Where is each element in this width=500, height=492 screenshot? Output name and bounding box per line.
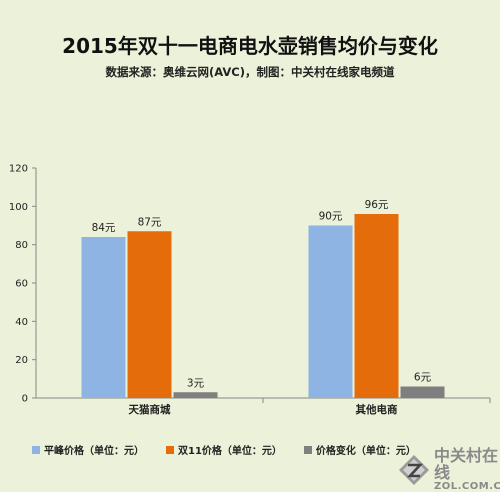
y-tick-label: 40 [15,317,28,328]
bar-0-1 [308,225,353,398]
legend-swatch-series-1 [166,445,174,454]
legend-item-series-1: 双11价格（单位：元） [166,442,282,457]
y-tick-label: 100 [9,202,28,213]
watermark-text-en: ZOL.COM.CN [434,480,500,492]
chart-subtitle: 数据来源：奥维云网(AVC)，制图：中关村在线家电频道 [105,65,395,79]
bar-2-0 [173,392,218,398]
y-tick-label: 0 [22,394,28,405]
y-tick-label: 80 [15,240,28,251]
bar-1-0 [127,231,172,398]
data-label: 90元 [319,211,343,223]
legend: 平峰价格（单位：元） 双11价格（单位：元） 价格变化（单位：元） [32,442,416,457]
y-tick-label: 120 [9,164,28,175]
legend-swatch-series-0 [32,445,40,454]
chart-title: 2015年双十一电商电水壶销售均价与变化 [62,34,438,58]
x-category-label: 其他电商 [356,403,398,416]
data-label: 96元 [365,199,389,211]
watermark-text-cn: 中关村在线 [434,446,499,482]
bar-1-1 [354,214,399,398]
legend-label-series-0: 平峰价格（单位：元） [44,446,144,457]
legend-label-series-1: 双11价格（单位：元） [178,446,282,457]
legend-item-series-0: 平峰价格（单位：元） [32,442,144,457]
y-tick-label: 20 [15,355,28,366]
bar-2-1 [400,386,445,398]
legend-label-series-2: 价格变化（单位：元） [315,446,416,457]
data-label: 6元 [414,372,432,384]
x-category-label: 天猫商城 [129,403,171,416]
data-label: 3元 [187,377,205,389]
legend-item-series-2: 价格变化（单位：元） [303,442,416,457]
y-tick-label: 60 [15,279,28,290]
data-label: 84元 [92,222,116,234]
zol-logo-icon [398,454,430,486]
data-label: 87元 [138,216,162,228]
bar-0-0 [81,237,126,398]
legend-swatch-series-2 [303,445,312,454]
zol-watermark: 中关村在线 ZOL.COM.CN [398,446,500,492]
